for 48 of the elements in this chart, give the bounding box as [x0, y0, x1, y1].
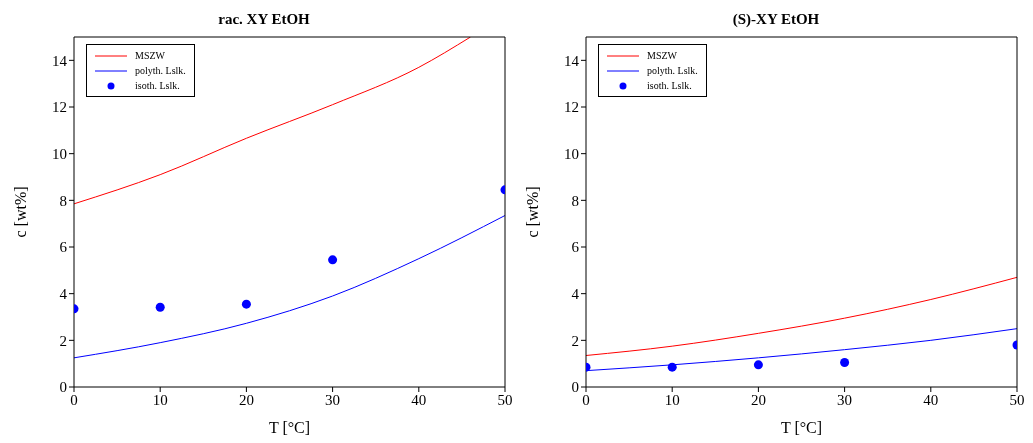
point — [840, 357, 850, 368]
chart-title: rac. XY EtOH — [217, 10, 311, 29]
line-series — [586, 276, 1017, 356]
x-tick-label: 20 — [238, 391, 254, 408]
y-tick-label: 14 — [564, 52, 580, 69]
point — [155, 302, 165, 312]
y-tick-label: 12 — [52, 99, 67, 116]
y-axis-title: c [wt%] — [523, 186, 541, 238]
y-tick-label: 6 — [59, 239, 68, 256]
x-tick-label: 50 — [1009, 391, 1025, 408]
chart-title: (S)-XY EtOH — [731, 10, 821, 29]
y-tick-label: 0 — [59, 379, 67, 396]
y-tick-label: 12 — [564, 99, 579, 116]
y-tick-label: 4 — [571, 285, 580, 302]
y-tick-label: 0 — [571, 379, 579, 396]
x-axis-title: T [°C] — [268, 419, 311, 436]
y-tick-label: 2 — [59, 332, 67, 349]
x-tick-label: 10 — [152, 391, 168, 408]
legend-label: MSZW — [647, 49, 677, 63]
legend-label: MSZW — [135, 49, 165, 63]
x-tick-label: 50 — [497, 391, 513, 408]
y-tick-label: 14 — [52, 52, 68, 69]
y-tick-label: 8 — [59, 192, 67, 209]
x-tick-label: 20 — [750, 391, 766, 408]
legend-label: isoth. Lslk. — [135, 79, 180, 93]
point — [241, 299, 251, 309]
y-tick-label: 6 — [571, 239, 580, 256]
x-tick-label: 40 — [923, 391, 939, 408]
x-tick-label: 30 — [325, 391, 341, 408]
line-series — [586, 328, 1017, 372]
x-tick-label: 30 — [837, 391, 853, 408]
line-series — [74, 37, 472, 205]
legend-label: polyth. Lslk. — [135, 64, 186, 78]
y-tick-label: 10 — [52, 145, 67, 162]
x-tick-label: 40 — [411, 391, 427, 408]
y-tick-label: 2 — [571, 332, 579, 349]
y-axis-title: c [wt%] — [11, 186, 29, 238]
legend-label: polyth. Lslk. — [647, 64, 698, 78]
x-tick-label: 10 — [664, 391, 680, 408]
point — [753, 360, 763, 370]
legend-label: isoth. Lslk. — [647, 79, 692, 93]
point — [667, 362, 677, 372]
x-axis-title: T [°C] — [780, 419, 823, 436]
y-tick-label: 8 — [571, 192, 579, 209]
point — [328, 255, 338, 265]
y-tick-label: 4 — [59, 285, 68, 302]
line-series — [74, 215, 505, 359]
y-tick-label: 10 — [564, 145, 579, 162]
